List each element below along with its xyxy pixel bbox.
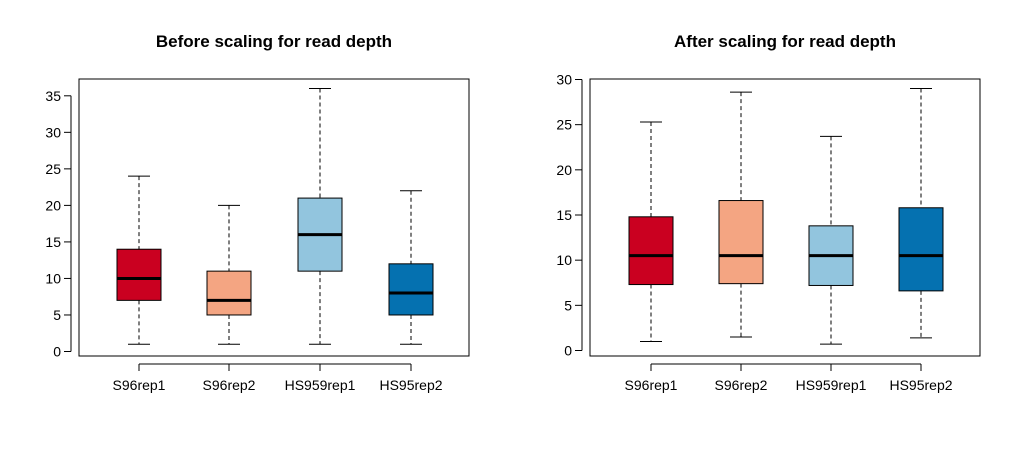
- y-tick-label: 5: [53, 307, 61, 323]
- y-tick-label: 15: [45, 234, 61, 250]
- after-scaling-panel: After scaling for read depth 0 5 10 15 20 25 3…: [556, 32, 981, 393]
- y-tick-label: 30: [556, 72, 572, 88]
- box-HS95rep2: [388, 263, 434, 316]
- x-tick-label: S96rep1: [625, 377, 678, 393]
- x-tick-label: HS959rep1: [796, 377, 867, 393]
- box-S96rep2: [718, 200, 764, 285]
- chart-title: After scaling for read depth: [674, 32, 896, 51]
- x-tick-label: S96rep2: [715, 377, 768, 393]
- y-tick-label: 15: [556, 207, 572, 223]
- x-tick-label: S96rep2: [203, 377, 256, 393]
- x-tick-label: S96rep1: [113, 377, 166, 393]
- y-tick-label: 10: [556, 252, 572, 268]
- y-tick-label: 25: [45, 161, 61, 177]
- box-HS95rep2: [898, 207, 944, 292]
- y-tick-label: 30: [45, 124, 61, 140]
- y-tick-label: 10: [45, 270, 61, 286]
- plot-frame: [589, 78, 981, 357]
- y-tick-label: 25: [556, 117, 572, 133]
- before-scaling-panel: Before scaling for read depth 0 5 10 15 20 25…: [45, 32, 470, 393]
- y-tick-label: 35: [45, 88, 61, 104]
- x-tick-label: HS95rep2: [889, 377, 952, 393]
- chart-title: Before scaling for read depth: [156, 32, 392, 51]
- box-S96rep1: [628, 216, 674, 286]
- box-S96rep1: [116, 248, 162, 301]
- x-tick-label: HS95rep2: [379, 377, 442, 393]
- y-tick-label: 20: [45, 197, 61, 213]
- y-tick-label: 20: [556, 162, 572, 178]
- x-tick-label: HS959rep1: [285, 377, 356, 393]
- y-tick-label: 0: [564, 343, 572, 359]
- y-tick-label: 5: [564, 297, 572, 313]
- y-tick-label: 0: [53, 344, 61, 360]
- box-S96rep2: [206, 270, 252, 316]
- plot-frame: [78, 78, 470, 357]
